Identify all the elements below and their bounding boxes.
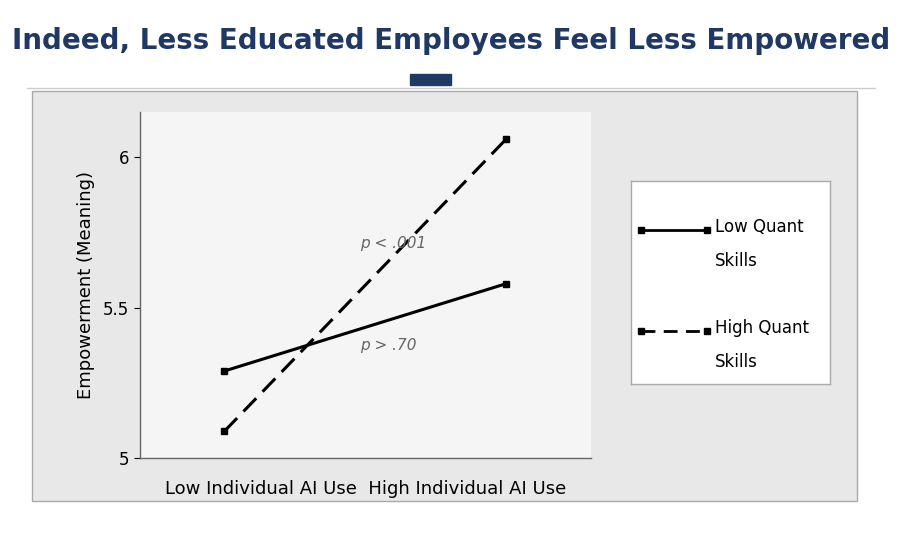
Y-axis label: Empowerment (Meaning): Empowerment (Meaning)	[77, 171, 95, 399]
Text: Skills: Skills	[714, 353, 758, 372]
Text: High Quant: High Quant	[714, 319, 809, 337]
Text: p > .70: p > .70	[360, 338, 416, 353]
Text: Indeed, Less Educated Employees Feel Less Empowered: Indeed, Less Educated Employees Feel Les…	[12, 27, 890, 55]
Text: Low Individual AI Use  High Individual AI Use: Low Individual AI Use High Individual AI…	[165, 480, 566, 498]
Text: Skills: Skills	[714, 252, 758, 270]
Text: Low Quant: Low Quant	[714, 217, 804, 236]
Text: p < .001: p < .001	[360, 236, 426, 251]
